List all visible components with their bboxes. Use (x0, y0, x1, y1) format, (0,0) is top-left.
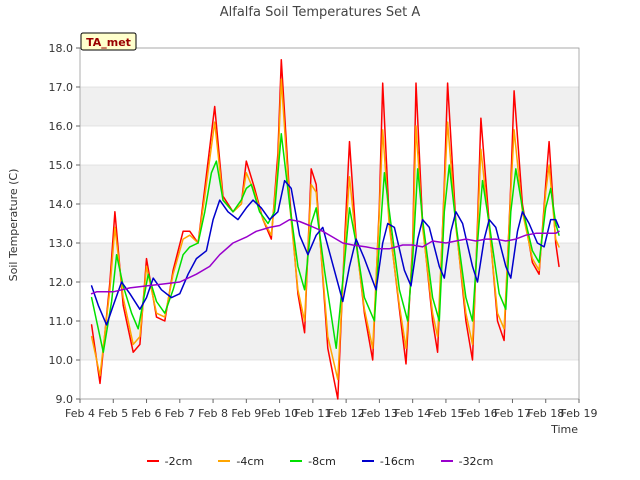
x-tick-label: Feb 18 (527, 407, 564, 420)
legend: -2cm -4cm -8cm -16cm -32cm (0, 452, 640, 470)
legend-swatch (146, 460, 159, 462)
y-tick-label: 16.0 (49, 120, 74, 133)
x-axis-label: Time (550, 423, 578, 436)
x-tick-label: Feb 5 (98, 407, 128, 420)
legend-item: -4cm (218, 452, 264, 470)
y-tick-label: 13.0 (49, 237, 74, 250)
legend-swatch (290, 460, 303, 462)
legend-item: -2cm (146, 452, 193, 470)
legend-label: -2cm (164, 454, 193, 468)
plot-frame (79, 47, 580, 400)
series-line-16cm (90, 179, 560, 326)
y-tick-label: 12.0 (49, 276, 74, 289)
legend-label: -16cm (379, 454, 415, 468)
legend-label: -32cm (458, 454, 494, 468)
x-tick-label: Feb 14 (394, 407, 431, 420)
legend-item: -32cm (440, 452, 494, 470)
background-band (80, 165, 579, 204)
legend-label: -8cm (308, 454, 336, 468)
y-tick-label: 11.0 (49, 315, 74, 328)
x-tick-label: Feb 13 (361, 407, 398, 420)
legend-item: -8cm (290, 452, 336, 470)
legend-label: -4cm (236, 454, 265, 468)
y-axis-ticks: 9.0 10.0 11.0 12.0 13.0 14.0 15.0 16.0 17.0 18.0 (49, 42, 80, 406)
x-tick-label: Feb 8 (198, 407, 228, 420)
x-tick-label: Feb 16 (461, 407, 498, 420)
ta-met-badge-label: TA_met (86, 36, 131, 49)
y-tick-label: 10.0 (49, 354, 74, 367)
legend-swatch (218, 460, 231, 462)
legend-item: -16cm (361, 452, 415, 470)
series-line-32cm (90, 218, 560, 295)
series-line-8cm (90, 133, 560, 353)
legend-swatch (361, 460, 374, 462)
x-tick-label: Feb 11 (294, 407, 331, 420)
y-tick-label: 14.0 (49, 198, 74, 211)
ta-met-badge: TA_met (80, 32, 137, 51)
x-tick-label: Feb 19 (561, 407, 598, 420)
y-tick-label: 18.0 (49, 42, 74, 55)
y-axis-label: Soil Temperature (C) (7, 169, 20, 282)
y-tick-label: 17.0 (49, 81, 74, 94)
y-tick-label: 15.0 (49, 159, 74, 172)
x-tick-label: Feb 6 (132, 407, 162, 420)
background-band (80, 87, 579, 126)
y-tick-label: 9.0 (56, 393, 74, 406)
background-bands (80, 87, 579, 360)
x-tick-label: Feb 4 (65, 407, 95, 420)
x-tick-label: Feb 12 (328, 407, 365, 420)
x-tick-label: Feb 10 (261, 407, 298, 420)
x-tick-label: Feb 9 (231, 407, 261, 420)
series-line-4cm (90, 78, 560, 381)
x-tick-label: Feb 15 (427, 407, 464, 420)
legend-swatch (440, 460, 453, 462)
x-tick-label: Feb 7 (165, 407, 195, 420)
x-tick-label: Feb 17 (494, 407, 531, 420)
chart-title: Alfalfa Soil Temperatures Set A (220, 5, 421, 20)
series-lines (90, 58, 560, 400)
x-axis-ticks: Feb 4 Feb 5 Feb 6 Feb 7 Feb 8 Feb 9 Feb 10Feb … (65, 399, 597, 420)
